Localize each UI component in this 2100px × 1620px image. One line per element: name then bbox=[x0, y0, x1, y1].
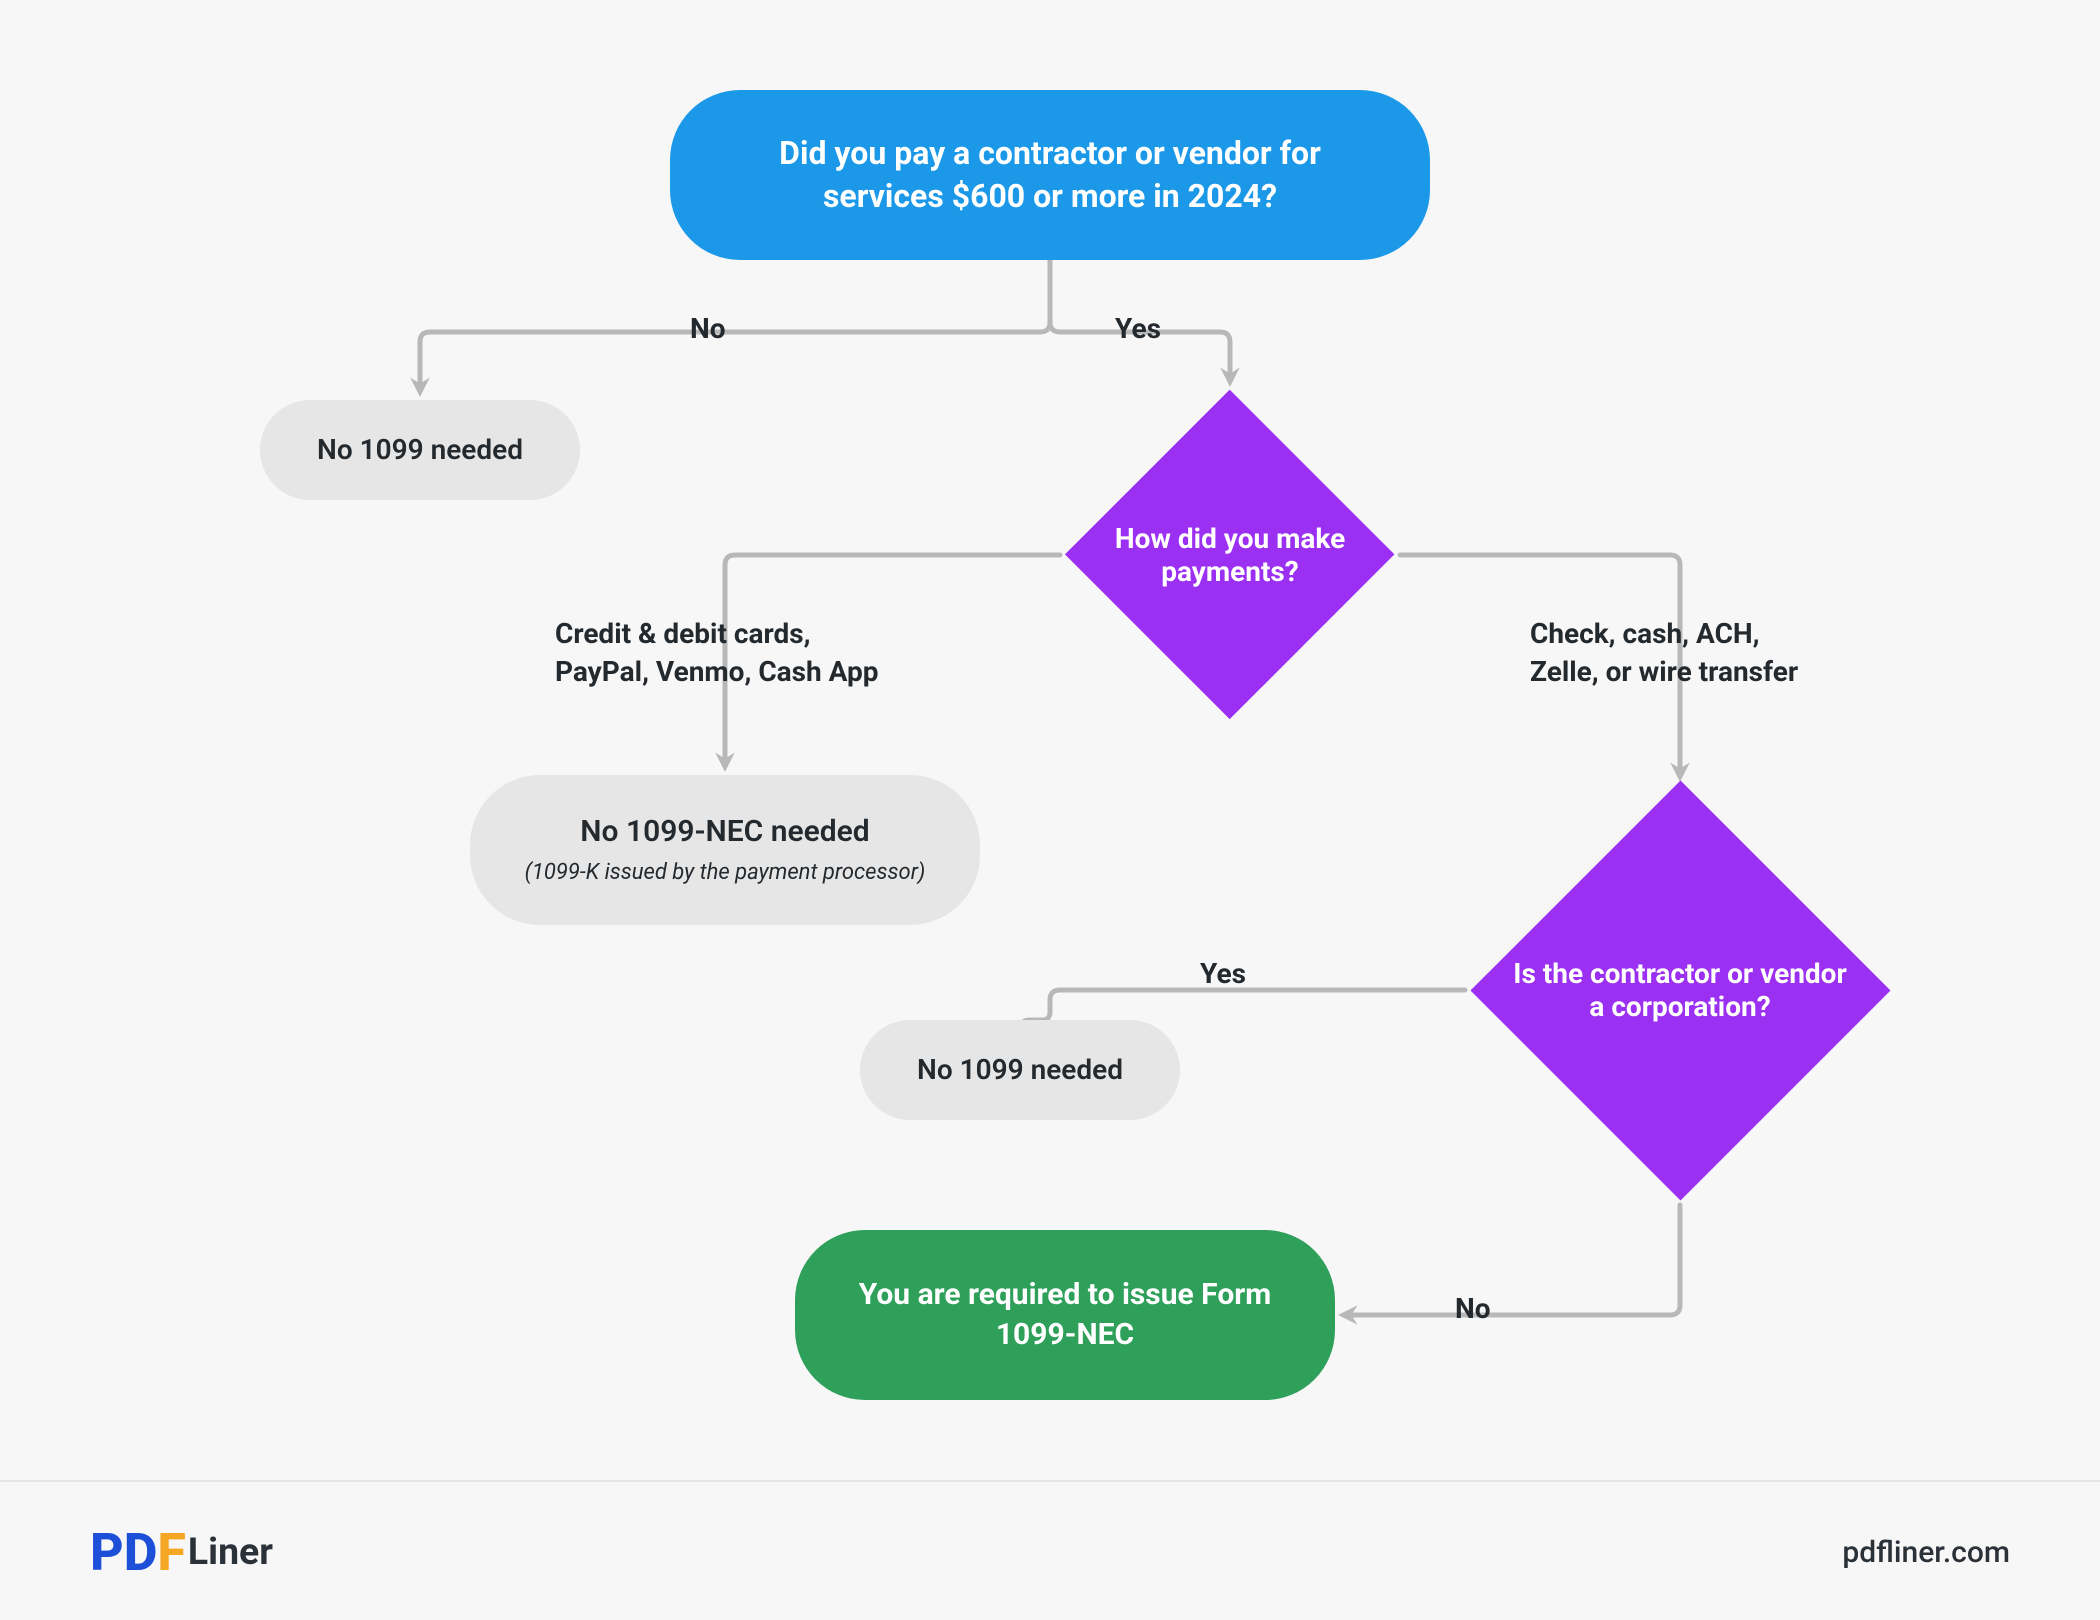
node-start-text: Did you pay a contractor or vendor for s… bbox=[720, 132, 1380, 218]
pdfliner-logo: P D F Liner bbox=[90, 1522, 273, 1583]
edge-start-no bbox=[420, 260, 1050, 390]
node-start-question: Did you pay a contractor or vendor for s… bbox=[670, 90, 1430, 260]
edge-label-howpay-left: Credit & debit cards, PayPal, Venmo, Cas… bbox=[555, 615, 879, 691]
node-no-1099-needed-a: No 1099 needed bbox=[260, 400, 580, 500]
node-how-pay-text: How did you make payments? bbox=[1065, 390, 1395, 720]
node-no-1099-needed-b: No 1099 needed bbox=[860, 1020, 1180, 1120]
node-required-1099-nec: You are required to issue Form 1099-NEC bbox=[795, 1230, 1335, 1400]
logo-letter-d: D bbox=[124, 1522, 158, 1583]
node-no-1099-nec-sub: (1099-K issued by the payment processor) bbox=[525, 858, 926, 888]
node-required-text: You are required to issue Form 1099-NEC bbox=[845, 1275, 1285, 1356]
node-how-did-you-pay: How did you make payments? bbox=[1065, 390, 1395, 720]
edge-label-howpay-right: Check, cash, ACH, Zelle, or wire transfe… bbox=[1530, 615, 1798, 691]
node-is-corporation: Is the contractor or vendor a corporatio… bbox=[1470, 780, 1890, 1200]
footer-url: pdfliner.com bbox=[1842, 1535, 2010, 1570]
node-is-corp-text: Is the contractor or vendor a corporatio… bbox=[1470, 780, 1890, 1200]
logo-letter-p: P bbox=[90, 1522, 124, 1583]
node-no-1099-b-text: No 1099 needed bbox=[917, 1051, 1123, 1089]
edge-label-start-no: No bbox=[690, 310, 726, 348]
logo-letter-f: F bbox=[157, 1522, 186, 1583]
edge-label-corp-no: No bbox=[1455, 1290, 1491, 1328]
node-no-1099-nec-main: No 1099-NEC needed bbox=[580, 814, 869, 849]
node-no-1099-a-text: No 1099 needed bbox=[317, 431, 523, 469]
node-no-1099-nec: No 1099-NEC needed (1099-K issued by the… bbox=[470, 775, 980, 925]
edge-corp-no bbox=[1345, 1205, 1680, 1315]
node-no-1099-nec-text: No 1099-NEC needed (1099-K issued by the… bbox=[525, 812, 926, 888]
edge-label-corp-yes: Yes bbox=[1200, 955, 1246, 993]
flowchart-canvas: Did you pay a contractor or vendor for s… bbox=[0, 0, 2100, 1620]
edge-label-start-yes: Yes bbox=[1115, 310, 1161, 348]
logo-word-liner: Liner bbox=[188, 1530, 273, 1574]
footer: P D F Liner pdfliner.com bbox=[0, 1480, 2100, 1620]
